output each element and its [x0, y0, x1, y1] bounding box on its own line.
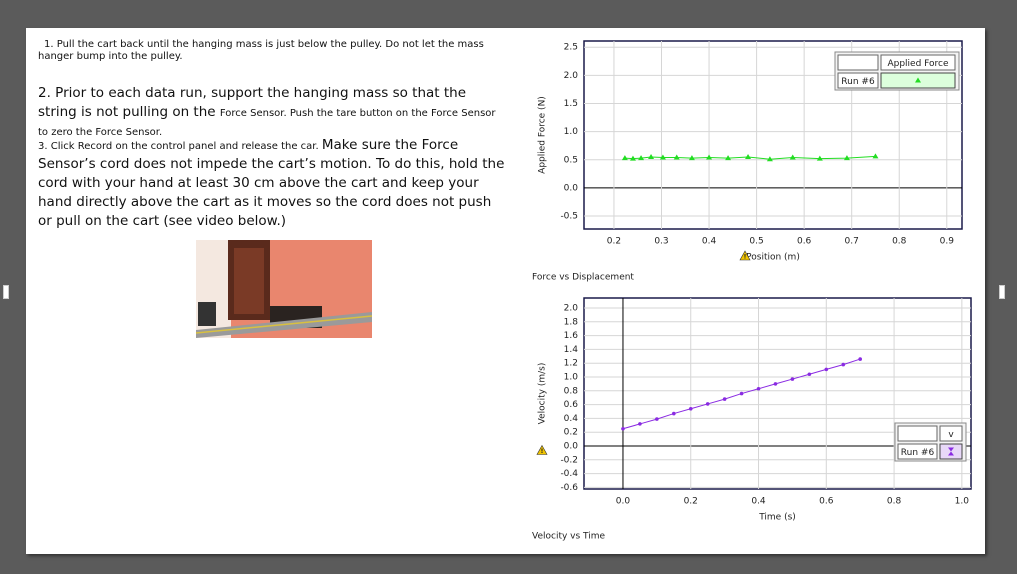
x-tick-label: 0.8 [892, 237, 907, 247]
y-tick-label: -0.2 [560, 455, 578, 465]
point [790, 377, 795, 381]
point [629, 155, 636, 161]
legend-cell [837, 54, 879, 71]
video[interactable] [195, 240, 373, 338]
point [725, 155, 732, 161]
step-3-note: 3. Click Record on the control panel and… [38, 141, 322, 152]
legend-cell [897, 425, 938, 442]
x-axis-label: Position (m) [746, 253, 800, 263]
point [638, 422, 642, 426]
x-tick-label: 0.4 [751, 497, 766, 507]
warning-icon [739, 250, 751, 261]
warning-mark: ! [541, 448, 544, 455]
y-tick-label: 2.0 [564, 71, 579, 81]
point [807, 372, 812, 377]
step-2: 2. Prior to each data run, support the h… [38, 82, 508, 139]
y-axis-label: Applied Force (N) [538, 96, 548, 174]
point [638, 155, 645, 161]
step-2-note: Force Sensor. Push the tare button on th… [38, 108, 496, 138]
warning-icon [536, 444, 548, 455]
point [824, 367, 829, 372]
chart-caption: Force vs Displacement [532, 273, 634, 283]
x-tick-label: 1.0 [955, 497, 970, 507]
x-tick-label: 0.2 [684, 497, 698, 507]
y-tick-label: 1.5 [564, 99, 578, 109]
point [766, 156, 773, 162]
point [672, 411, 676, 416]
step-1: 1. Pull the cart back until the hanging … [38, 39, 484, 62]
x-tick-label: 0.6 [819, 497, 834, 507]
legend-marker [915, 77, 921, 83]
point [858, 357, 862, 361]
legend-run-label: Run #6 [901, 448, 935, 458]
y-tick-label: 0.8 [564, 386, 579, 396]
y-tick-label: 2.5 [564, 43, 578, 53]
legend-series-name: Applied Force [887, 59, 949, 69]
point [621, 426, 625, 431]
point [655, 417, 659, 421]
step-2-text: 2. Prior to each data run, support the h… [38, 85, 467, 120]
right-splitter[interactable] [999, 285, 1005, 299]
point [722, 397, 727, 401]
x-tick-label: 0.8 [887, 497, 902, 507]
point [705, 402, 710, 406]
y-tick-label: -0.4 [560, 469, 578, 479]
point [745, 153, 752, 159]
y-tick-label: 1.2 [564, 359, 578, 369]
y-tick-label: 1.8 [564, 317, 579, 327]
point [843, 155, 850, 161]
x-tick-label: 0.0 [616, 497, 631, 507]
legend-marker [948, 447, 954, 456]
x-tick-label: 0.6 [797, 237, 812, 247]
y-tick-label: 0.2 [564, 428, 578, 438]
y-axis-label: Velocity (m/s) [538, 363, 548, 425]
y-tick-label: 0.0 [564, 442, 579, 452]
x-tick-label: 0.7 [845, 237, 859, 247]
y-tick-label: 0.0 [564, 183, 579, 193]
y-tick-label: 0.6 [564, 400, 579, 410]
point [816, 155, 823, 161]
step-3: 3. Click Record on the control panel and… [38, 134, 508, 229]
point [706, 154, 713, 160]
point [648, 153, 655, 159]
y-tick-label: 0.5 [564, 155, 578, 165]
point [841, 362, 846, 367]
legend-cell [939, 425, 963, 442]
point [756, 386, 761, 391]
y-tick-label: 0.4 [564, 414, 579, 424]
y-tick-label: 1.0 [564, 127, 579, 137]
x-tick-label: 0.9 [940, 237, 955, 247]
point [789, 154, 796, 160]
x-tick-label: 0.4 [702, 237, 717, 247]
y-tick-label: 1.4 [564, 345, 579, 355]
legend-series-name: v [948, 430, 954, 440]
x-tick-label: 0.5 [749, 237, 763, 247]
step-3-text: Make sure the Force Sensor’s cord does n… [38, 137, 505, 229]
point [739, 391, 744, 396]
y-tick-label: -0.6 [560, 483, 578, 493]
point [688, 155, 695, 161]
warning-mark: ! [744, 254, 747, 261]
point [872, 153, 879, 159]
y-tick-label: 2.0 [564, 304, 579, 314]
left-splitter[interactable] [3, 285, 9, 299]
x-tick-label: 0.3 [654, 237, 668, 247]
x-tick-label: 0.2 [607, 237, 621, 247]
legend-cell [837, 72, 879, 89]
point [688, 406, 693, 411]
legend-run-label: Run #6 [841, 77, 875, 87]
y-tick-label: 1.0 [564, 373, 579, 383]
y-tick-label: 1.6 [564, 331, 579, 341]
legend-cell [897, 443, 938, 460]
x-axis-label: Time (s) [758, 513, 796, 523]
point [773, 382, 778, 386]
y-tick-label: -0.5 [560, 212, 578, 222]
legend-cell [880, 54, 956, 71]
chart-caption: Velocity vs Time [532, 532, 606, 542]
point [673, 154, 680, 160]
point [659, 154, 666, 160]
point [621, 155, 628, 161]
